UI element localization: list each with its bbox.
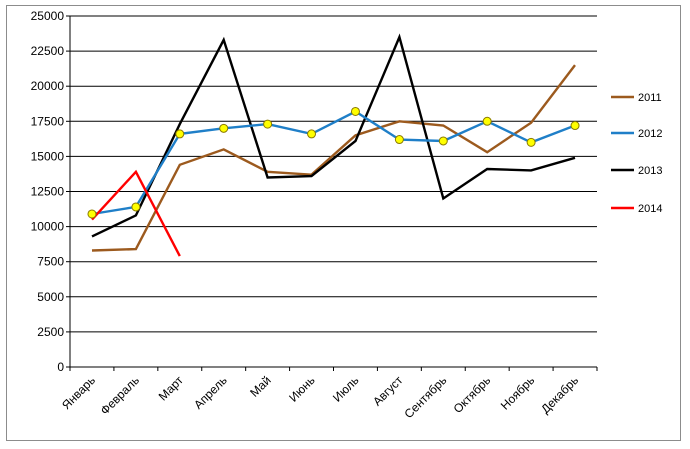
y-tick-label: 12500 <box>31 185 65 199</box>
y-tick-label: 5000 <box>37 290 64 304</box>
x-tick-label: Январь <box>59 373 98 412</box>
x-tick-label: Февраль <box>98 373 142 417</box>
data-point-2012 <box>570 121 580 131</box>
y-tick-label: 15000 <box>31 149 65 163</box>
y-tick-label: 0 <box>57 360 64 374</box>
x-tick-label: Сентябрь <box>401 373 449 421</box>
data-point-2012 <box>219 123 229 133</box>
series-line-2012 <box>91 110 576 216</box>
legend: 2011 2012 2013 2014 <box>611 92 662 215</box>
legend-label: 2013 <box>638 165 662 177</box>
x-tick-label: Апрель <box>191 373 230 412</box>
y-axis-tick-labels: 0 2500 5000 7500 10000 12500 15000 17500 20000 22… <box>31 9 65 374</box>
x-tick-label: Июль <box>330 373 362 405</box>
x-axis-tick-labels: Январь Февраль Март Апрель Май Июнь Июль Август… <box>59 373 581 421</box>
series-lines <box>91 33 576 257</box>
y-tick-label: 17500 <box>31 114 65 128</box>
y-tick-label: 7500 <box>37 255 64 269</box>
x-tick-label: Май <box>247 373 274 400</box>
y-tick-label: 10000 <box>31 220 65 234</box>
data-point-2012 <box>175 129 185 139</box>
series-line-2011 <box>91 64 576 252</box>
series-line-2013 <box>91 33 576 238</box>
y-tick-label: 25000 <box>31 9 65 23</box>
data-point-2012 <box>394 135 404 145</box>
x-tick-label: Август <box>370 373 406 409</box>
x-tick-label: Ноябрь <box>498 373 537 412</box>
legend-label: 2014 <box>638 203 662 215</box>
x-tick-label: Июнь <box>286 373 317 404</box>
data-point-2012 <box>438 136 448 146</box>
data-point-2012 <box>263 119 273 129</box>
series-markers <box>87 106 580 219</box>
series-line-2014 <box>91 169 181 257</box>
legend-label: 2012 <box>638 128 662 140</box>
y-tick-label: 22500 <box>31 44 65 58</box>
y-tick-label: 20000 <box>31 79 65 93</box>
data-point-2012 <box>131 202 141 212</box>
y-tick-label: 2500 <box>37 325 64 339</box>
data-point-2012 <box>482 116 492 126</box>
gridlines <box>66 15 598 371</box>
x-tick-label: Декабрь <box>538 373 581 416</box>
data-point-2012 <box>350 106 360 116</box>
x-tick-label: Март <box>156 373 187 404</box>
data-point-2012 <box>526 137 536 147</box>
x-tick-label: Октябрь <box>451 373 494 416</box>
data-point-2012 <box>87 209 97 219</box>
legend-label: 2011 <box>638 92 662 104</box>
data-point-2012 <box>307 129 317 139</box>
